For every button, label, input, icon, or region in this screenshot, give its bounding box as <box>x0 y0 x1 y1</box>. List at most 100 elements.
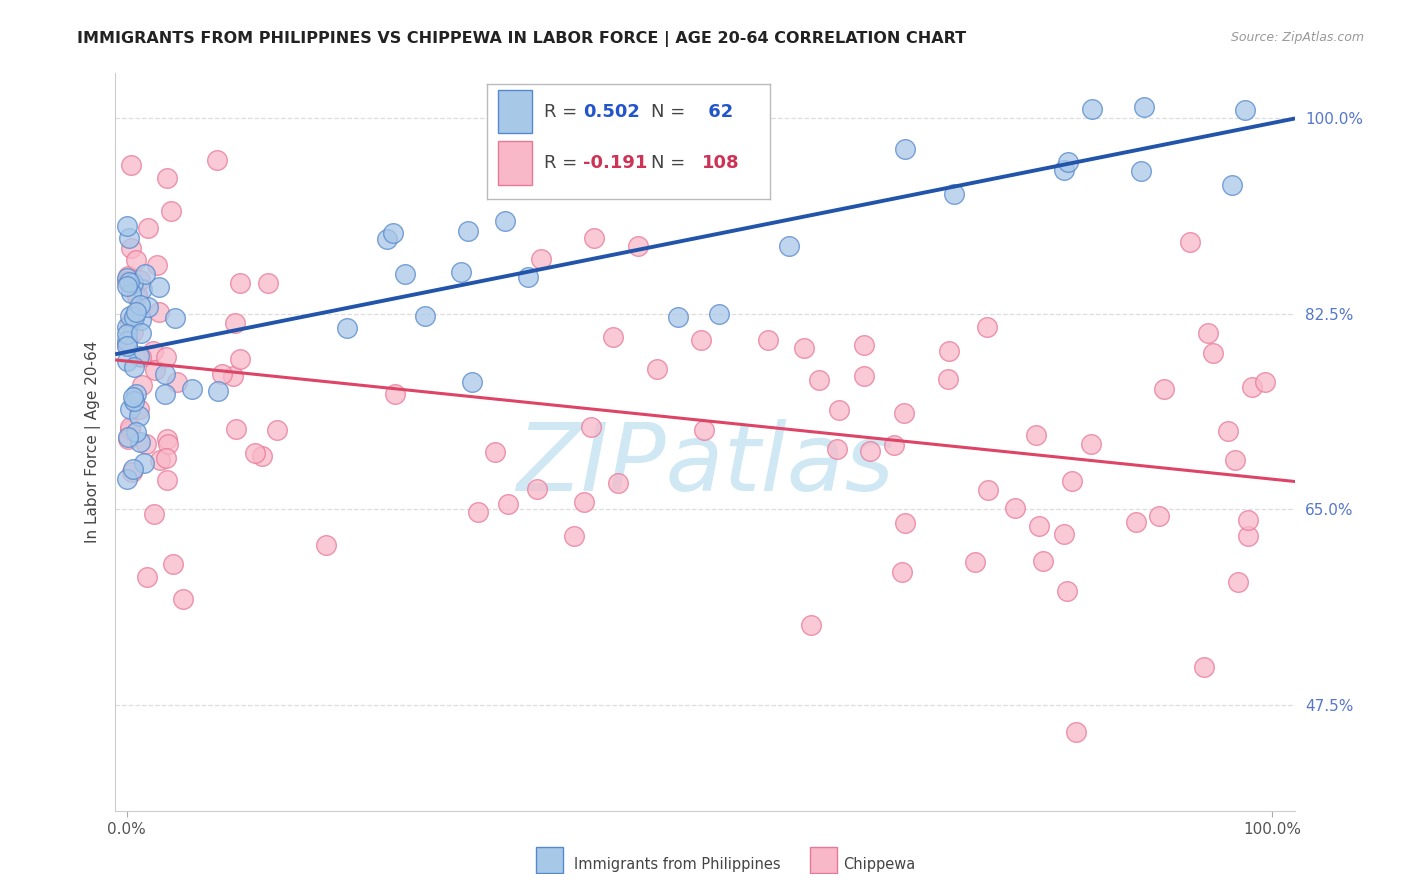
Point <box>115 327 138 342</box>
Point <box>853 338 876 352</box>
Point <box>131 378 153 392</box>
Point <box>1236 528 1258 542</box>
Point <box>165 311 187 326</box>
Point <box>893 516 915 531</box>
Point <box>413 309 436 323</box>
Point <box>222 369 245 384</box>
Point <box>1057 155 1080 169</box>
Point <box>155 450 177 465</box>
Point <box>1153 383 1175 397</box>
Point <box>1178 235 1201 249</box>
Point <box>122 394 145 409</box>
Point <box>825 442 848 457</box>
Point <box>136 300 159 314</box>
Point <box>129 313 152 327</box>
Point <box>1062 474 1084 488</box>
Point <box>136 570 159 584</box>
Point <box>118 309 141 323</box>
Point <box>800 617 823 632</box>
Point <box>156 473 179 487</box>
Point <box>129 434 152 449</box>
Point <box>118 419 141 434</box>
Point <box>145 362 167 376</box>
Point <box>115 279 138 293</box>
Point <box>156 171 179 186</box>
Point <box>252 450 274 464</box>
Point <box>883 438 905 452</box>
Point <box>666 310 689 324</box>
Point <box>450 265 472 279</box>
Point <box>1254 375 1277 389</box>
Point <box>692 423 714 437</box>
Text: ZIPatlas: ZIPatlas <box>516 419 894 510</box>
Point <box>124 253 146 268</box>
Point <box>115 334 138 348</box>
Point <box>120 423 142 437</box>
Point <box>115 271 138 285</box>
Point <box>122 462 145 476</box>
Point <box>1227 574 1250 589</box>
Point <box>128 273 150 287</box>
Point <box>336 320 359 334</box>
Point <box>229 352 252 367</box>
Point <box>1052 527 1074 541</box>
Text: Source: ZipAtlas.com: Source: ZipAtlas.com <box>1230 31 1364 45</box>
Point <box>517 269 540 284</box>
Point <box>128 409 150 423</box>
Point <box>626 239 648 253</box>
Point <box>1080 437 1102 451</box>
Text: IMMIGRANTS FROM PHILIPPINES VS CHIPPEWA IN LABOR FORCE | AGE 20-64 CORRELATION C: IMMIGRANTS FROM PHILIPPINES VS CHIPPEWA … <box>77 31 966 47</box>
Point <box>124 359 146 374</box>
Point <box>162 558 184 572</box>
Point <box>115 337 138 351</box>
Point <box>461 375 484 389</box>
Point <box>229 276 252 290</box>
Point <box>1220 178 1243 193</box>
Y-axis label: In Labor Force | Age 20-64: In Labor Force | Age 20-64 <box>86 341 101 543</box>
Point <box>115 338 138 352</box>
Point <box>115 320 138 334</box>
Point <box>1202 345 1225 359</box>
Point <box>127 288 149 302</box>
Point <box>1233 103 1256 117</box>
Point <box>172 592 194 607</box>
Point <box>117 353 139 368</box>
Point <box>129 298 152 312</box>
Point <box>117 268 139 283</box>
Point <box>647 362 669 376</box>
Point <box>120 241 142 255</box>
Point <box>266 423 288 437</box>
Point <box>120 316 142 330</box>
Point <box>149 453 172 467</box>
Point <box>153 387 176 401</box>
Point <box>121 325 143 339</box>
Point <box>484 445 506 459</box>
Point <box>166 375 188 389</box>
Point <box>243 445 266 459</box>
Point <box>142 344 165 359</box>
Point <box>121 465 143 479</box>
Point <box>582 231 605 245</box>
Point <box>211 367 233 381</box>
Point <box>117 430 139 444</box>
Point <box>382 226 405 240</box>
Point <box>257 276 280 290</box>
Point <box>384 387 406 401</box>
Point <box>1147 508 1170 523</box>
Point <box>1053 162 1076 177</box>
Point <box>942 187 965 202</box>
Point <box>807 373 830 387</box>
Point <box>709 307 731 321</box>
Point <box>156 432 179 446</box>
Point <box>1192 659 1215 673</box>
Point <box>120 285 142 300</box>
Point <box>1197 326 1219 341</box>
Point <box>120 158 142 172</box>
Point <box>1064 725 1087 739</box>
Point <box>607 475 630 490</box>
Point <box>467 505 489 519</box>
Point <box>1032 554 1054 568</box>
Text: Chippewa: Chippewa <box>844 857 915 871</box>
Point <box>375 232 398 246</box>
Point <box>578 176 600 190</box>
